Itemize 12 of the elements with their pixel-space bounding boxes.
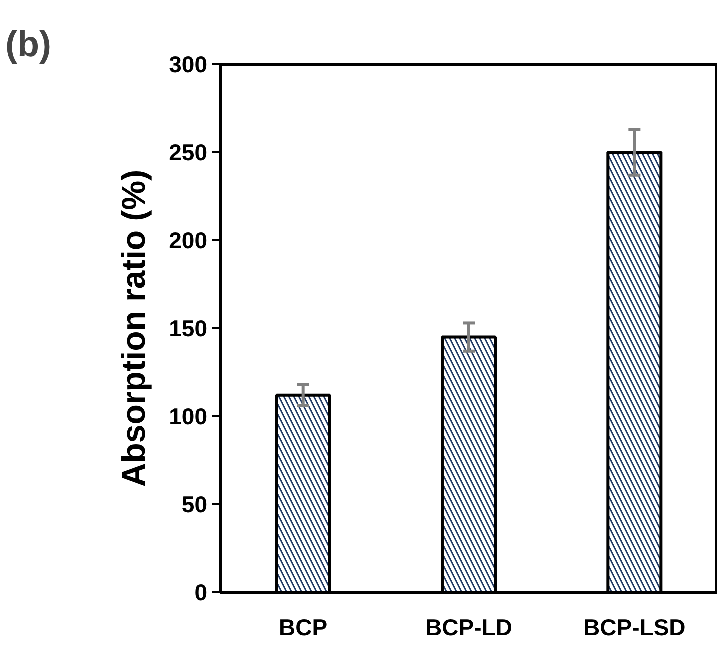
text: (b) — [6, 24, 52, 64]
y-tick-label: 300 — [169, 52, 208, 78]
x-tick-label: BCP — [279, 614, 328, 640]
x-tick-label: BCP-LD — [426, 614, 512, 640]
x-tick-label: BCP-LSD — [584, 614, 686, 640]
y-tick-label: 200 — [169, 228, 208, 254]
y-tick-label: 0 — [194, 580, 208, 606]
y-tick-label: 50 — [182, 492, 208, 518]
y-tick-label: 250 — [169, 140, 208, 166]
y-tick-label: 100 — [169, 404, 208, 430]
y-axis-title: Absorption ratio (%) — [115, 170, 152, 488]
y-tick-label: 150 — [169, 316, 208, 342]
